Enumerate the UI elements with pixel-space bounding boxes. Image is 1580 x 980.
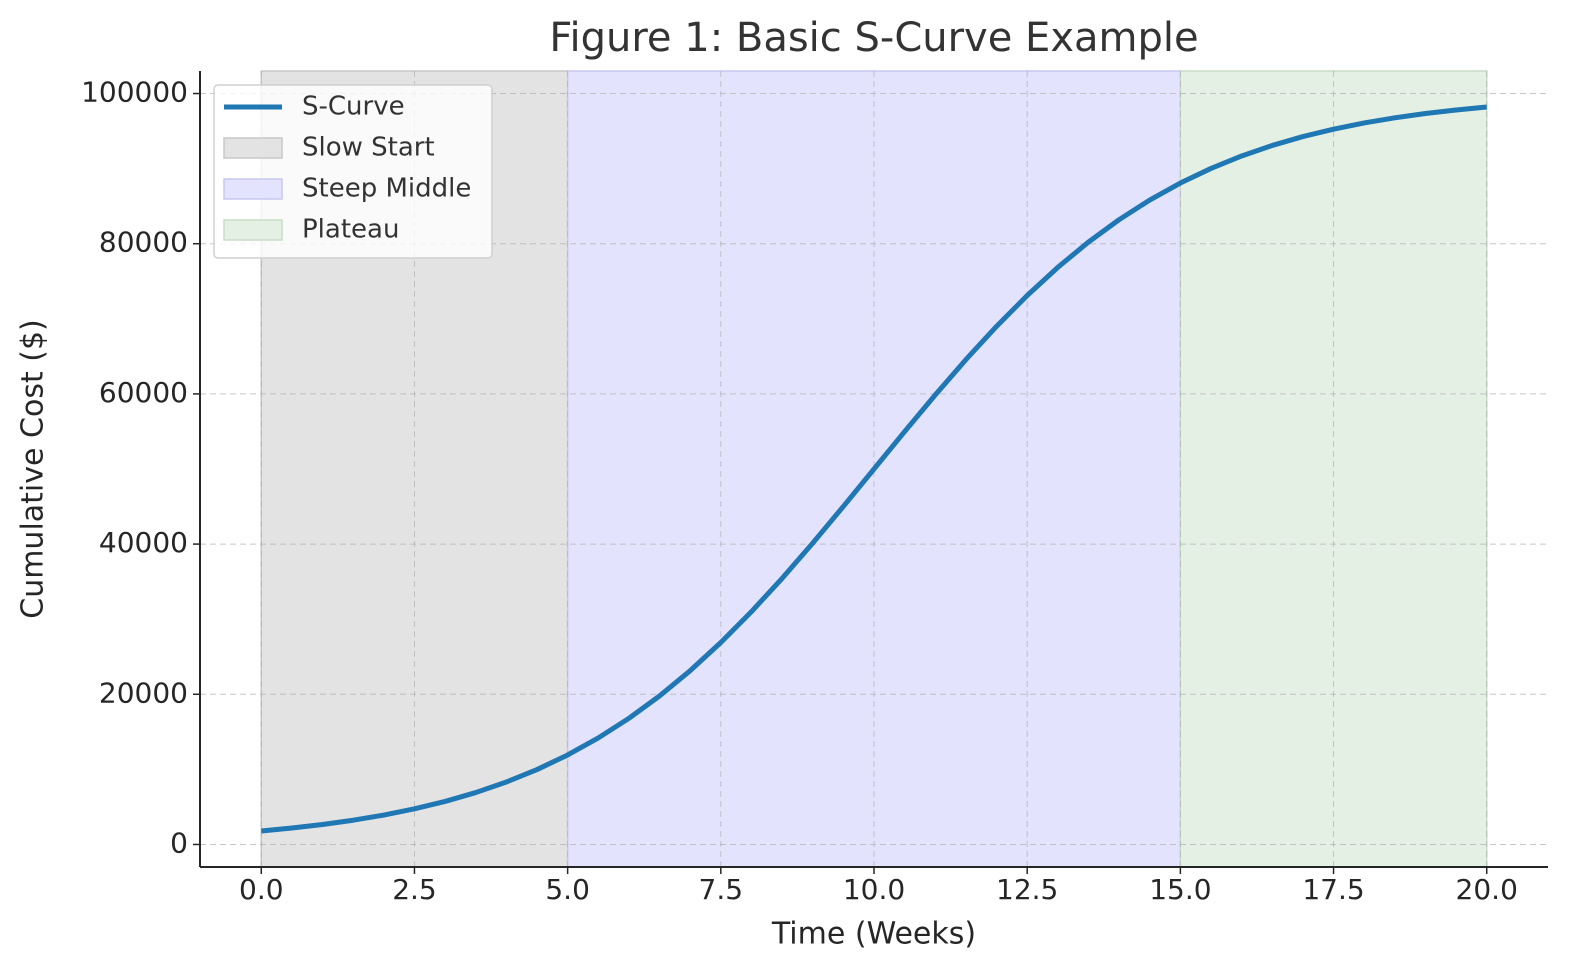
legend-label: Plateau — [302, 215, 399, 245]
y-tick-label: 100000 — [81, 76, 188, 109]
legend-label: Slow Start — [302, 133, 435, 163]
legend: S-Curve Slow Start Steep Middle Plateau — [213, 84, 493, 259]
y-tick-label: 20000 — [99, 676, 188, 709]
x-axis-label: Time (Weeks) — [771, 917, 976, 952]
x-tick-label: 7.5 — [699, 873, 744, 906]
x-tick-label: 15.0 — [1149, 873, 1211, 906]
y-axis-label: Cumulative Cost ($) — [16, 319, 51, 619]
x-tick-label: 5.0 — [545, 873, 590, 906]
legend-label: S-Curve — [302, 92, 405, 122]
line — [261, 104, 1487, 834]
y-tick-label: 40000 — [99, 526, 188, 559]
legend-label: Steep Middle — [302, 174, 471, 204]
legend-swatch — [223, 219, 283, 241]
x-tick-label: 2.5 — [392, 873, 437, 906]
chart-title: Figure 1: Basic S-Curve Example — [549, 15, 1198, 61]
y-tick-label: 0 — [170, 826, 188, 859]
x-tick-label: 10.0 — [843, 873, 905, 906]
legend-swatch — [223, 137, 283, 159]
y-tick-label: 60000 — [99, 376, 188, 409]
y-tick-label: 80000 — [99, 226, 188, 259]
legend-box — [213, 84, 493, 259]
x-tick-label: 20.0 — [1456, 873, 1518, 906]
x-tick-label: 12.5 — [996, 873, 1058, 906]
legend-swatch — [223, 178, 283, 200]
x-tick-label: 17.5 — [1302, 873, 1364, 906]
region — [1179, 70, 1488, 868]
x-tick-label: 0.0 — [239, 873, 284, 906]
